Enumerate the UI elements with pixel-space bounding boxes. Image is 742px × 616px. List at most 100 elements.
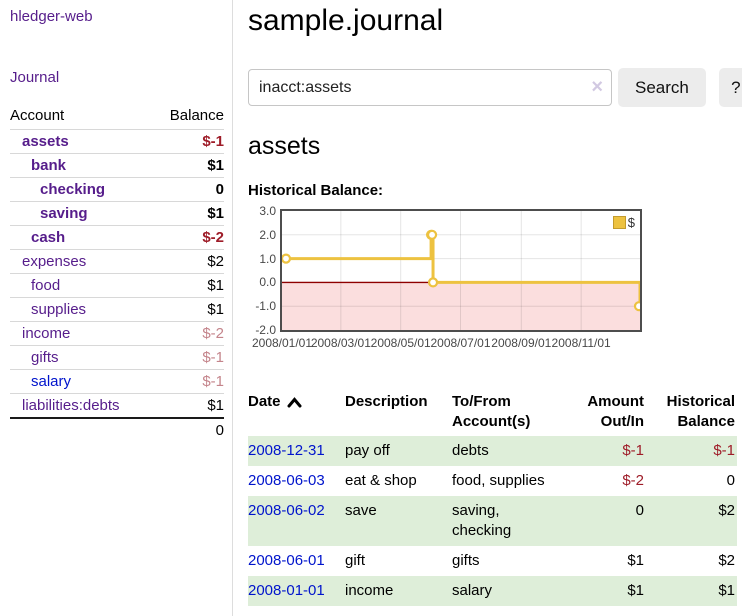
account-row: checking 0: [10, 178, 224, 202]
account-row: income $-2: [10, 322, 224, 346]
page-title: sample.journal: [248, 4, 742, 38]
clear-search-icon[interactable]: ×: [591, 75, 603, 99]
account-link[interactable]: supplies: [31, 301, 86, 318]
transaction-date-link[interactable]: 2008-06-03: [248, 472, 325, 489]
register-date: 2008-06-02: [248, 496, 345, 546]
register-amount: $1: [564, 576, 644, 606]
register-date: 2008-01-01: [248, 576, 345, 606]
register-description: save: [345, 496, 452, 546]
register-accounts: debts: [452, 436, 564, 466]
transaction-date-link[interactable]: 2008-06-01: [248, 552, 325, 569]
chart-plot-area: $: [280, 209, 642, 332]
account-balance: $-1: [153, 130, 224, 154]
help-button[interactable]: ?: [719, 68, 742, 107]
account-row: expenses $2: [10, 250, 224, 274]
register-header-accounts-line1: To/From: [452, 393, 511, 410]
account-row: salary $-1: [10, 370, 224, 394]
legend-swatch-icon: [613, 216, 626, 229]
historical-balance-chart: $ 3.02.01.00.0-1.0-2.02008/01/012008/03/…: [248, 209, 742, 354]
y-axis-tick-label: 1.0: [248, 253, 276, 265]
register-table: Date Description To/From Account(s) Amou…: [248, 390, 737, 606]
register-header-description: Description: [345, 390, 452, 436]
account-link[interactable]: cash: [31, 229, 65, 246]
account-row: assets $-1: [10, 130, 224, 154]
account-link[interactable]: income: [22, 325, 70, 342]
y-axis-tick-label: 3.0: [248, 205, 276, 217]
register-amount: $-1: [564, 436, 644, 466]
register-row[interactable]: 2008-06-03 eat & shopfood, supplies$-20: [248, 466, 737, 496]
accounts-table: Account Balance assets$-1bank$1checking0…: [10, 103, 224, 442]
register-date: 2008-06-03: [248, 466, 345, 496]
account-balance: 0: [153, 178, 224, 202]
accounts-header-account: Account: [10, 103, 153, 130]
register-amount: $-2: [564, 466, 644, 496]
account-row: cash $-2: [10, 226, 224, 250]
register-description: eat & shop: [345, 466, 452, 496]
transaction-date-link[interactable]: 2008-12-31: [248, 442, 325, 459]
sort-ascending-icon: [287, 397, 302, 408]
account-balance: $1: [153, 202, 224, 226]
sidebar-journal-link[interactable]: Journal: [10, 69, 59, 86]
y-axis-tick-label: 2.0: [248, 229, 276, 241]
register-row[interactable]: 2008-06-02savesaving, checking0$2: [248, 496, 737, 546]
register-date: 2008-12-31: [248, 436, 345, 466]
account-link[interactable]: expenses: [22, 253, 86, 270]
main-content: sample.journal × Search ? assets Histori…: [233, 0, 742, 616]
account-row: gifts $-1: [10, 346, 224, 370]
transaction-date-link[interactable]: 2008-06-02: [248, 502, 325, 519]
register-header-row: Date Description To/From Account(s) Amou…: [248, 390, 737, 436]
accounts-total-row: 0: [10, 418, 224, 442]
register-header-amount: Amount Out/In: [564, 390, 644, 436]
account-heading: assets: [248, 132, 742, 161]
account-link[interactable]: checking: [40, 181, 105, 198]
account-balance: $-2: [153, 226, 224, 250]
account-link[interactable]: food: [31, 277, 60, 294]
register-header-amount-line2: Out/In: [601, 413, 644, 430]
register-description: pay off: [345, 436, 452, 466]
register-header-date[interactable]: Date: [248, 390, 345, 436]
sidebar: hledger-web Journal Account Balance asse…: [0, 0, 233, 616]
x-axis-tick-label: 2008/07/01: [426, 336, 496, 350]
register-accounts: food, supplies: [452, 466, 564, 496]
register-date: 2008-06-01: [248, 546, 345, 576]
account-balance: $-2: [153, 322, 224, 346]
account-balance: $-1: [153, 346, 224, 370]
account-row: saving $1: [10, 202, 224, 226]
accounts-total-spacer: [10, 418, 153, 442]
register-amount: $1: [564, 546, 644, 576]
register-header-balance-line2: Balance: [677, 413, 735, 430]
account-row: food $1: [10, 274, 224, 298]
register-balance: 0: [644, 466, 737, 496]
account-balance: $1: [153, 298, 224, 322]
account-row: bank$1: [10, 154, 224, 178]
register-balance: $2: [644, 546, 737, 576]
chart-canvas: [282, 211, 640, 330]
accounts-total-value: 0: [153, 418, 224, 442]
app-window: hledger-web Journal Account Balance asse…: [0, 0, 742, 616]
account-link[interactable]: saving: [40, 205, 88, 222]
account-link[interactable]: assets: [22, 133, 69, 150]
register-balance: $-1: [644, 436, 737, 466]
account-balance: $2: [153, 250, 224, 274]
register-accounts: gifts: [452, 546, 564, 576]
register-header-balance-line1: Historical: [667, 393, 735, 410]
account-link[interactable]: gifts: [31, 349, 59, 366]
register-row[interactable]: 2008-01-01incomesalary$1$1: [248, 576, 737, 606]
register-amount: 0: [564, 496, 644, 546]
register-row[interactable]: 2008-06-01 giftgifts$1$2: [248, 546, 737, 576]
transaction-date-link[interactable]: 2008-01-01: [248, 582, 325, 599]
search-button[interactable]: Search: [618, 68, 706, 107]
register-header-date-label: Date: [248, 392, 281, 412]
account-balance: $1: [153, 274, 224, 298]
account-link[interactable]: salary: [31, 373, 71, 390]
y-axis-tick-label: -1.0: [248, 300, 276, 312]
y-axis-tick-label: 0.0: [248, 276, 276, 288]
app-title[interactable]: hledger-web: [10, 8, 226, 25]
account-balance: $-1: [153, 370, 224, 394]
search-input[interactable]: [248, 69, 612, 106]
register-description: gift: [345, 546, 452, 576]
register-row[interactable]: 2008-12-31pay offdebts$-1$-1: [248, 436, 737, 466]
account-link[interactable]: bank: [31, 157, 66, 174]
account-link[interactable]: liabilities:debts: [22, 397, 120, 414]
account-row: supplies $1: [10, 298, 224, 322]
